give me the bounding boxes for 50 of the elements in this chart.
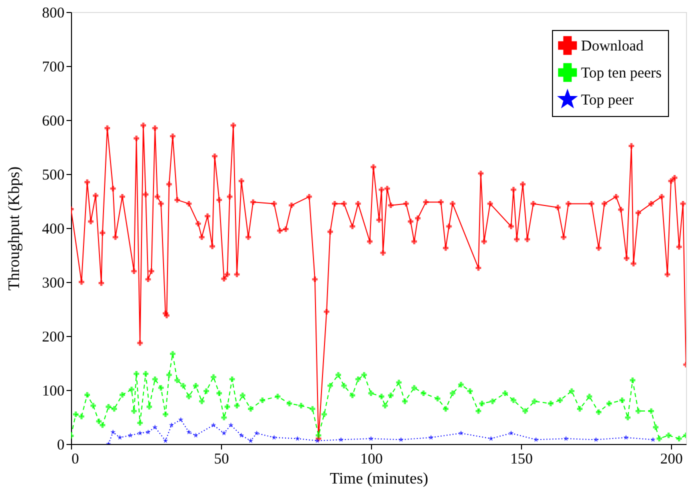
point (338, 436, 344, 442)
point (314, 438, 320, 443)
point (152, 424, 158, 430)
point (428, 434, 434, 440)
point (294, 436, 300, 441)
point (128, 432, 133, 438)
legend-label: Top ten peers (581, 66, 662, 82)
point (488, 436, 494, 441)
y-tick-label: 500 (42, 168, 64, 184)
point (593, 436, 599, 442)
point (650, 436, 656, 442)
point (117, 434, 122, 440)
y-tick-label: 100 (42, 384, 64, 400)
point (398, 436, 404, 442)
point (146, 429, 151, 434)
point (368, 436, 374, 441)
point (193, 432, 198, 438)
y-tick-label: 200 (42, 330, 64, 346)
y-tick-label: 400 (42, 222, 64, 238)
point (563, 436, 569, 441)
x-tick-label: 100 (360, 452, 383, 468)
point (248, 438, 254, 443)
point (110, 429, 116, 434)
point (186, 429, 192, 434)
x-tick-label: 50 (214, 452, 229, 468)
y-tick-label: 600 (42, 114, 64, 130)
x-tick-label: 150 (510, 452, 533, 468)
legend-label: Download (581, 38, 644, 54)
x-tick-label: 200 (660, 452, 683, 468)
point (168, 422, 174, 428)
point (272, 434, 277, 440)
y-tick-label: 700 (42, 60, 64, 76)
point (228, 422, 234, 428)
point (162, 438, 168, 443)
point (221, 430, 227, 436)
point (623, 434, 629, 440)
point (458, 430, 464, 436)
x-tick-label: 0 (72, 452, 79, 468)
point (254, 430, 260, 436)
y-axis-title: Throughput (Kbps) (6, 166, 23, 290)
point (238, 432, 244, 438)
point (533, 436, 539, 442)
point (178, 416, 184, 422)
point (137, 430, 143, 436)
x-axis-title: Time (minutes) (330, 470, 428, 488)
y-tick-label: 0 (57, 438, 64, 454)
y-tick-label: 300 (42, 276, 64, 292)
y-tick-label: 800 (42, 6, 64, 22)
point (210, 422, 216, 428)
legend-label: Top peer (581, 92, 634, 108)
